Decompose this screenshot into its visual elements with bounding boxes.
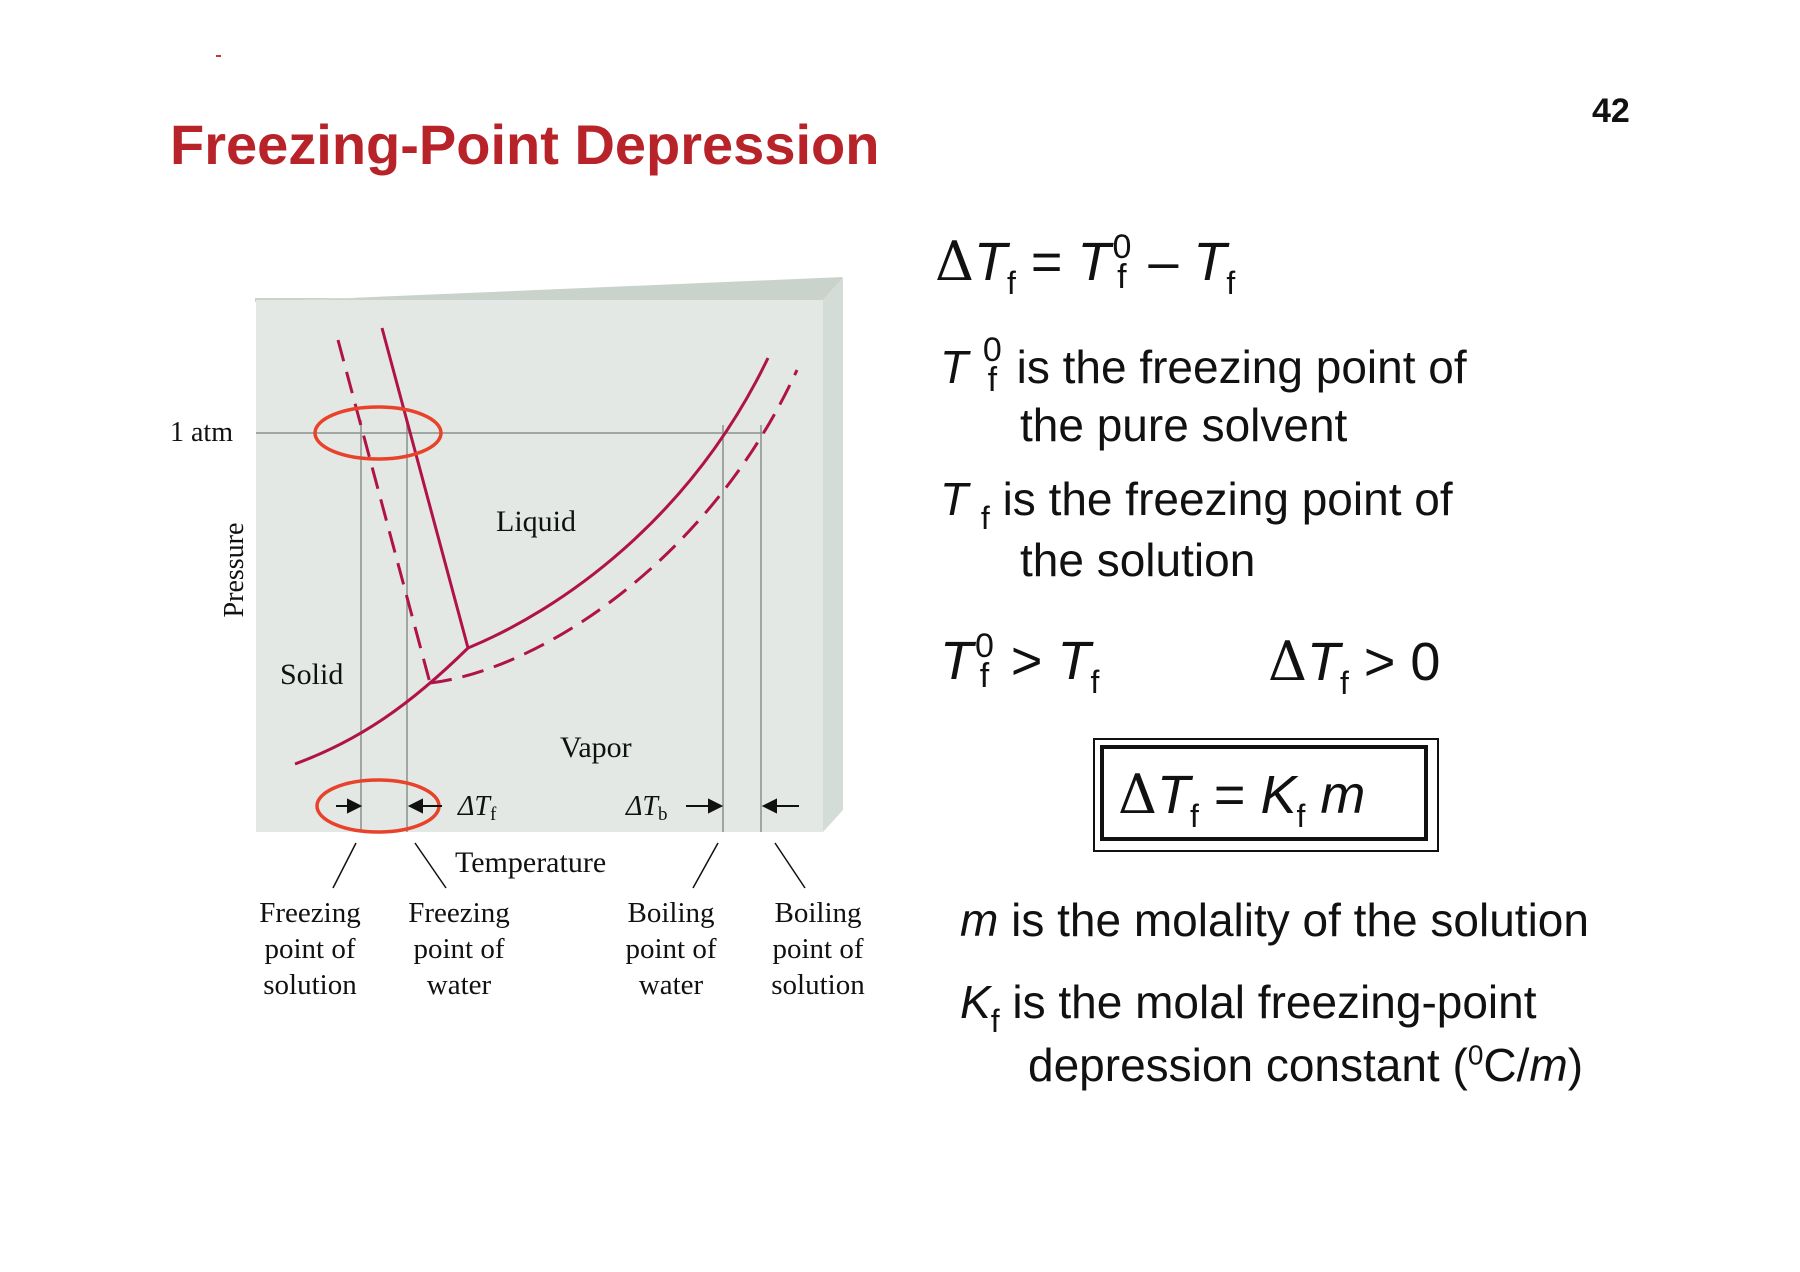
panel-side [823, 278, 843, 832]
panel-face [256, 300, 823, 832]
atm-label: 1 atm [170, 417, 233, 448]
solution-liquid-vapor-curve [429, 369, 799, 685]
inequality-delta-tf-positive: ΔTf > 0 [1268, 630, 1441, 701]
solid-region-label: Solid [280, 658, 343, 691]
svg-text:point of: point of [625, 933, 716, 965]
pure-liquid-vapor-curve [467, 357, 770, 650]
kf-description-line1: Kf is the molal freezing-point [960, 976, 1537, 1039]
boxed-equation: ΔTf = Kf m [1118, 763, 1366, 834]
boxed-equation-outer-border [1093, 738, 1439, 852]
delta-tb-label: ΔTb [625, 791, 668, 825]
bp-water-leader [692, 842, 719, 889]
kf-description-line2: depression constant (0C/m) [1028, 1039, 1584, 1091]
solution-solid-liquid-curve [336, 339, 432, 684]
liquid-region-label: Liquid [496, 505, 576, 538]
pressure-label: Pressure [219, 523, 250, 618]
molality-description: m is the molality of the solution [960, 894, 1589, 946]
delta-tb-arrows [686, 798, 799, 814]
svg-text:Freezing: Freezing [259, 897, 360, 929]
tf-description-line1: T f is the freezing point of [940, 473, 1453, 536]
bp-solution-callout: Boiling point of solution [771, 897, 865, 1001]
boxed-equation-inner-border [1100, 745, 1428, 841]
svg-text:Boiling: Boiling [774, 897, 861, 929]
tf-description-line2: the solution [1020, 534, 1256, 586]
fp-solution-leader [332, 842, 357, 889]
svg-text:solution: solution [771, 969, 865, 1001]
temperature-label: Temperature [455, 846, 606, 879]
page-number: 42 [1592, 92, 1630, 130]
tf0-description-line2: the pure solvent [1020, 399, 1348, 451]
atm-highlight-ellipse [313, 405, 443, 461]
delta-tf-arrows [336, 798, 442, 814]
pure-solid-liquid-curve [380, 327, 470, 649]
red-dash-mark [216, 55, 221, 57]
fp-water-leader [414, 842, 447, 889]
svg-text:Freezing: Freezing [408, 897, 509, 929]
fp-solution-callout: Freezing point of solution [259, 897, 360, 1001]
svg-text:point of: point of [413, 933, 504, 965]
svg-text:water: water [427, 969, 492, 1001]
svg-text:point of: point of [772, 933, 863, 965]
svg-text:Boiling: Boiling [627, 897, 714, 929]
bp-solution-leader [774, 842, 806, 889]
sublimation-curve [294, 646, 470, 766]
panel-top-face [258, 278, 843, 302]
svg-text:point of: point of [264, 933, 355, 965]
svg-text:solution: solution [263, 969, 357, 1001]
fp-water-callout: Freezing point of water [408, 897, 509, 1001]
slide-title: Freezing-Point Depression [170, 113, 880, 176]
phase-diagram: Pressure 1 atm Solid Liquid Vapor Temper… [170, 277, 865, 1001]
bp-water-callout: Boiling point of water [625, 897, 716, 1001]
delta-tf-label: ΔTf [457, 791, 497, 825]
vapor-region-label: Vapor [560, 731, 632, 764]
svg-text:water: water [639, 969, 704, 1001]
